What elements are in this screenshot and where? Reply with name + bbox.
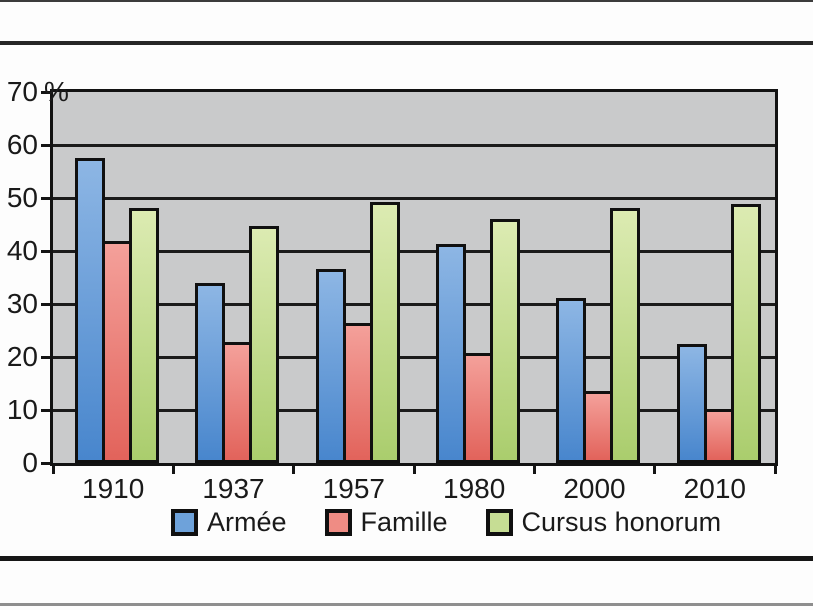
y-tick-label-60: 60 [6,129,38,160]
y-tick-label-70: 70 [6,76,38,107]
y-tick-50 [41,196,50,200]
bar-cursus-honorum-1910 [129,208,159,463]
page-bottom-edge-line [0,603,813,606]
y-tick-label-10: 10 [6,394,38,425]
x-tick-5 [653,466,657,474]
y-tick-label-0: 0 [22,447,38,478]
gridline-50 [53,196,775,200]
y-tick-70 [41,90,50,94]
y-tick-label-40: 40 [6,235,38,266]
y-tick-30 [41,302,50,306]
bar-cursus-honorum-1957 [369,201,400,463]
gridline-40 [53,249,775,253]
page-bottom-rule [0,556,813,561]
legend-swatch-icon [324,508,352,536]
x-tick-label-2000: 2000 [563,473,626,504]
x-tick-3 [412,466,416,474]
bar-famille-1937 [222,341,253,463]
y-tick-20 [41,355,50,359]
y-tick-60 [41,143,50,147]
bar-famille-1980 [463,352,493,463]
legend-swatch-icon [485,508,513,536]
legend-label: Famille [360,507,448,537]
y-tick-label-50: 50 [6,182,38,213]
bar-famille-2010 [703,409,734,463]
bar-armée-1957 [315,269,346,463]
legend-label: Armée [207,507,287,537]
x-tick-4 [532,466,536,474]
legend: Armée Famille Cursus honorum [171,507,721,537]
y-tick-label-30: 30 [6,288,38,319]
bar-armée-2000 [556,298,587,463]
y-tick-0 [41,461,50,465]
plot-area [50,89,778,466]
legend-item-cursus-honorum: Cursus honorum [485,507,722,537]
bar-armée-1937 [195,282,226,463]
x-tick-label-1957: 1957 [322,473,385,504]
bar-cursus-honorum-2010 [730,203,761,463]
legend-label: Cursus honorum [521,507,722,537]
bar-famille-1910 [102,241,132,463]
gridline-20 [53,355,775,359]
y-tick-40 [41,249,50,253]
bar-armée-1980 [436,244,466,463]
x-tick-label-1980: 1980 [443,473,506,504]
bar-cursus-honorum-1937 [249,225,280,463]
bar-famille-2000 [583,391,614,463]
page-top-rule [0,41,813,45]
x-tick-label-2010: 2010 [683,473,746,504]
gridline-60 [53,143,775,147]
x-tick-0 [51,466,55,474]
y-tick-10 [41,408,50,412]
page-top-edge-line [0,0,813,2]
bar-armée-1910 [75,158,105,463]
legend-item-armée: Armée [171,507,287,537]
legend-item-famille: Famille [324,507,448,537]
y-tick-label-20: 20 [6,341,38,372]
bar-cursus-honorum-2000 [610,208,641,463]
y-axis-unit: % [44,76,69,107]
bar-cursus-honorum-1980 [490,218,520,463]
x-tick-1 [171,466,175,474]
x-tick-label-1910: 1910 [82,473,145,504]
legend-swatch-icon [171,508,198,536]
x-tick-6 [773,466,777,474]
x-tick-label-1937: 1937 [202,473,265,504]
bar-famille-1957 [342,323,373,463]
gridline-30 [53,302,775,306]
bar-armée-2010 [676,344,707,463]
x-tick-2 [292,466,296,474]
gridline-10 [53,408,775,412]
